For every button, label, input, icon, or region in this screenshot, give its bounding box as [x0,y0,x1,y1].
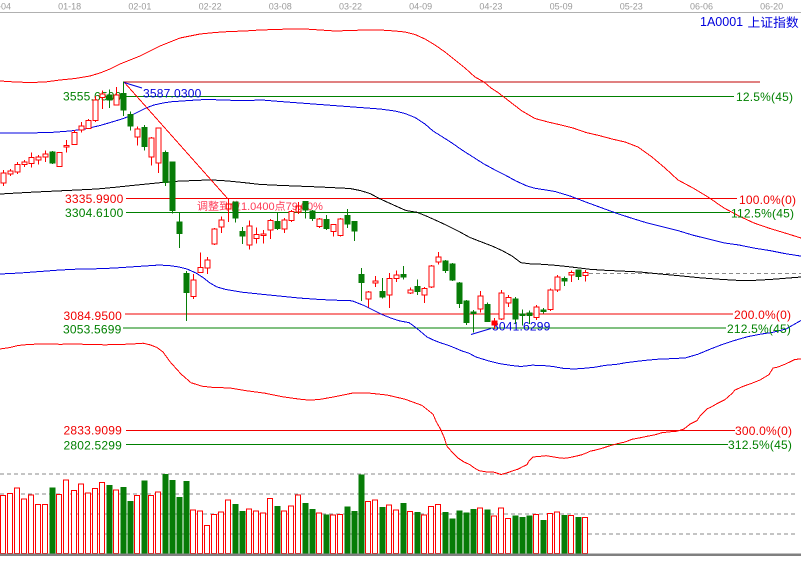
svg-text:3555.6500: 3555.6500 [63,90,122,104]
svg-text:3041.6299: 3041.6299 [492,320,551,334]
svg-text:03-22: 03-22 [339,2,362,12]
svg-text:1.0400: 1.0400 [241,201,275,213]
svg-text:04-09: 04-09 [409,2,432,12]
svg-text:300.0%(0): 300.0%(0) [735,424,792,438]
svg-text:100.0%(0): 100.0%(0) [739,193,796,207]
svg-text:1A0001: 1A0001 [700,15,743,29]
svg-text:200.0%(0): 200.0%(0) [734,308,791,322]
svg-text:01-04: 01-04 [0,2,11,12]
svg-text:02-01: 02-01 [128,2,151,12]
svg-text:212.5%(45): 212.5%(45) [727,322,791,336]
svg-text:04-23: 04-23 [479,2,502,12]
svg-text:02-22: 02-22 [199,2,222,12]
svg-text:12.5%(45): 12.5%(45) [736,90,793,104]
svg-text:3587.0300: 3587.0300 [143,87,202,101]
svg-text:05-09: 05-09 [550,2,573,12]
svg-text:3335.9900: 3335.9900 [65,192,124,206]
svg-text:03-08: 03-08 [269,2,292,12]
svg-text:3304.6100: 3304.6100 [65,206,124,220]
svg-text:05-23: 05-23 [620,2,643,12]
svg-text:2833.9099: 2833.9099 [64,424,123,438]
svg-text:112.5%(45): 112.5%(45) [731,207,794,221]
svg-text:06-20: 06-20 [760,2,783,12]
svg-text:312.5%(45): 312.5%(45) [728,438,792,452]
svg-text:01-18: 01-18 [58,2,81,12]
svg-text:06-06: 06-06 [690,2,713,12]
svg-text:3084.9500: 3084.9500 [64,309,123,323]
svg-text:3053.5699: 3053.5699 [63,323,122,337]
svg-text:2802.5299: 2802.5299 [64,439,123,453]
